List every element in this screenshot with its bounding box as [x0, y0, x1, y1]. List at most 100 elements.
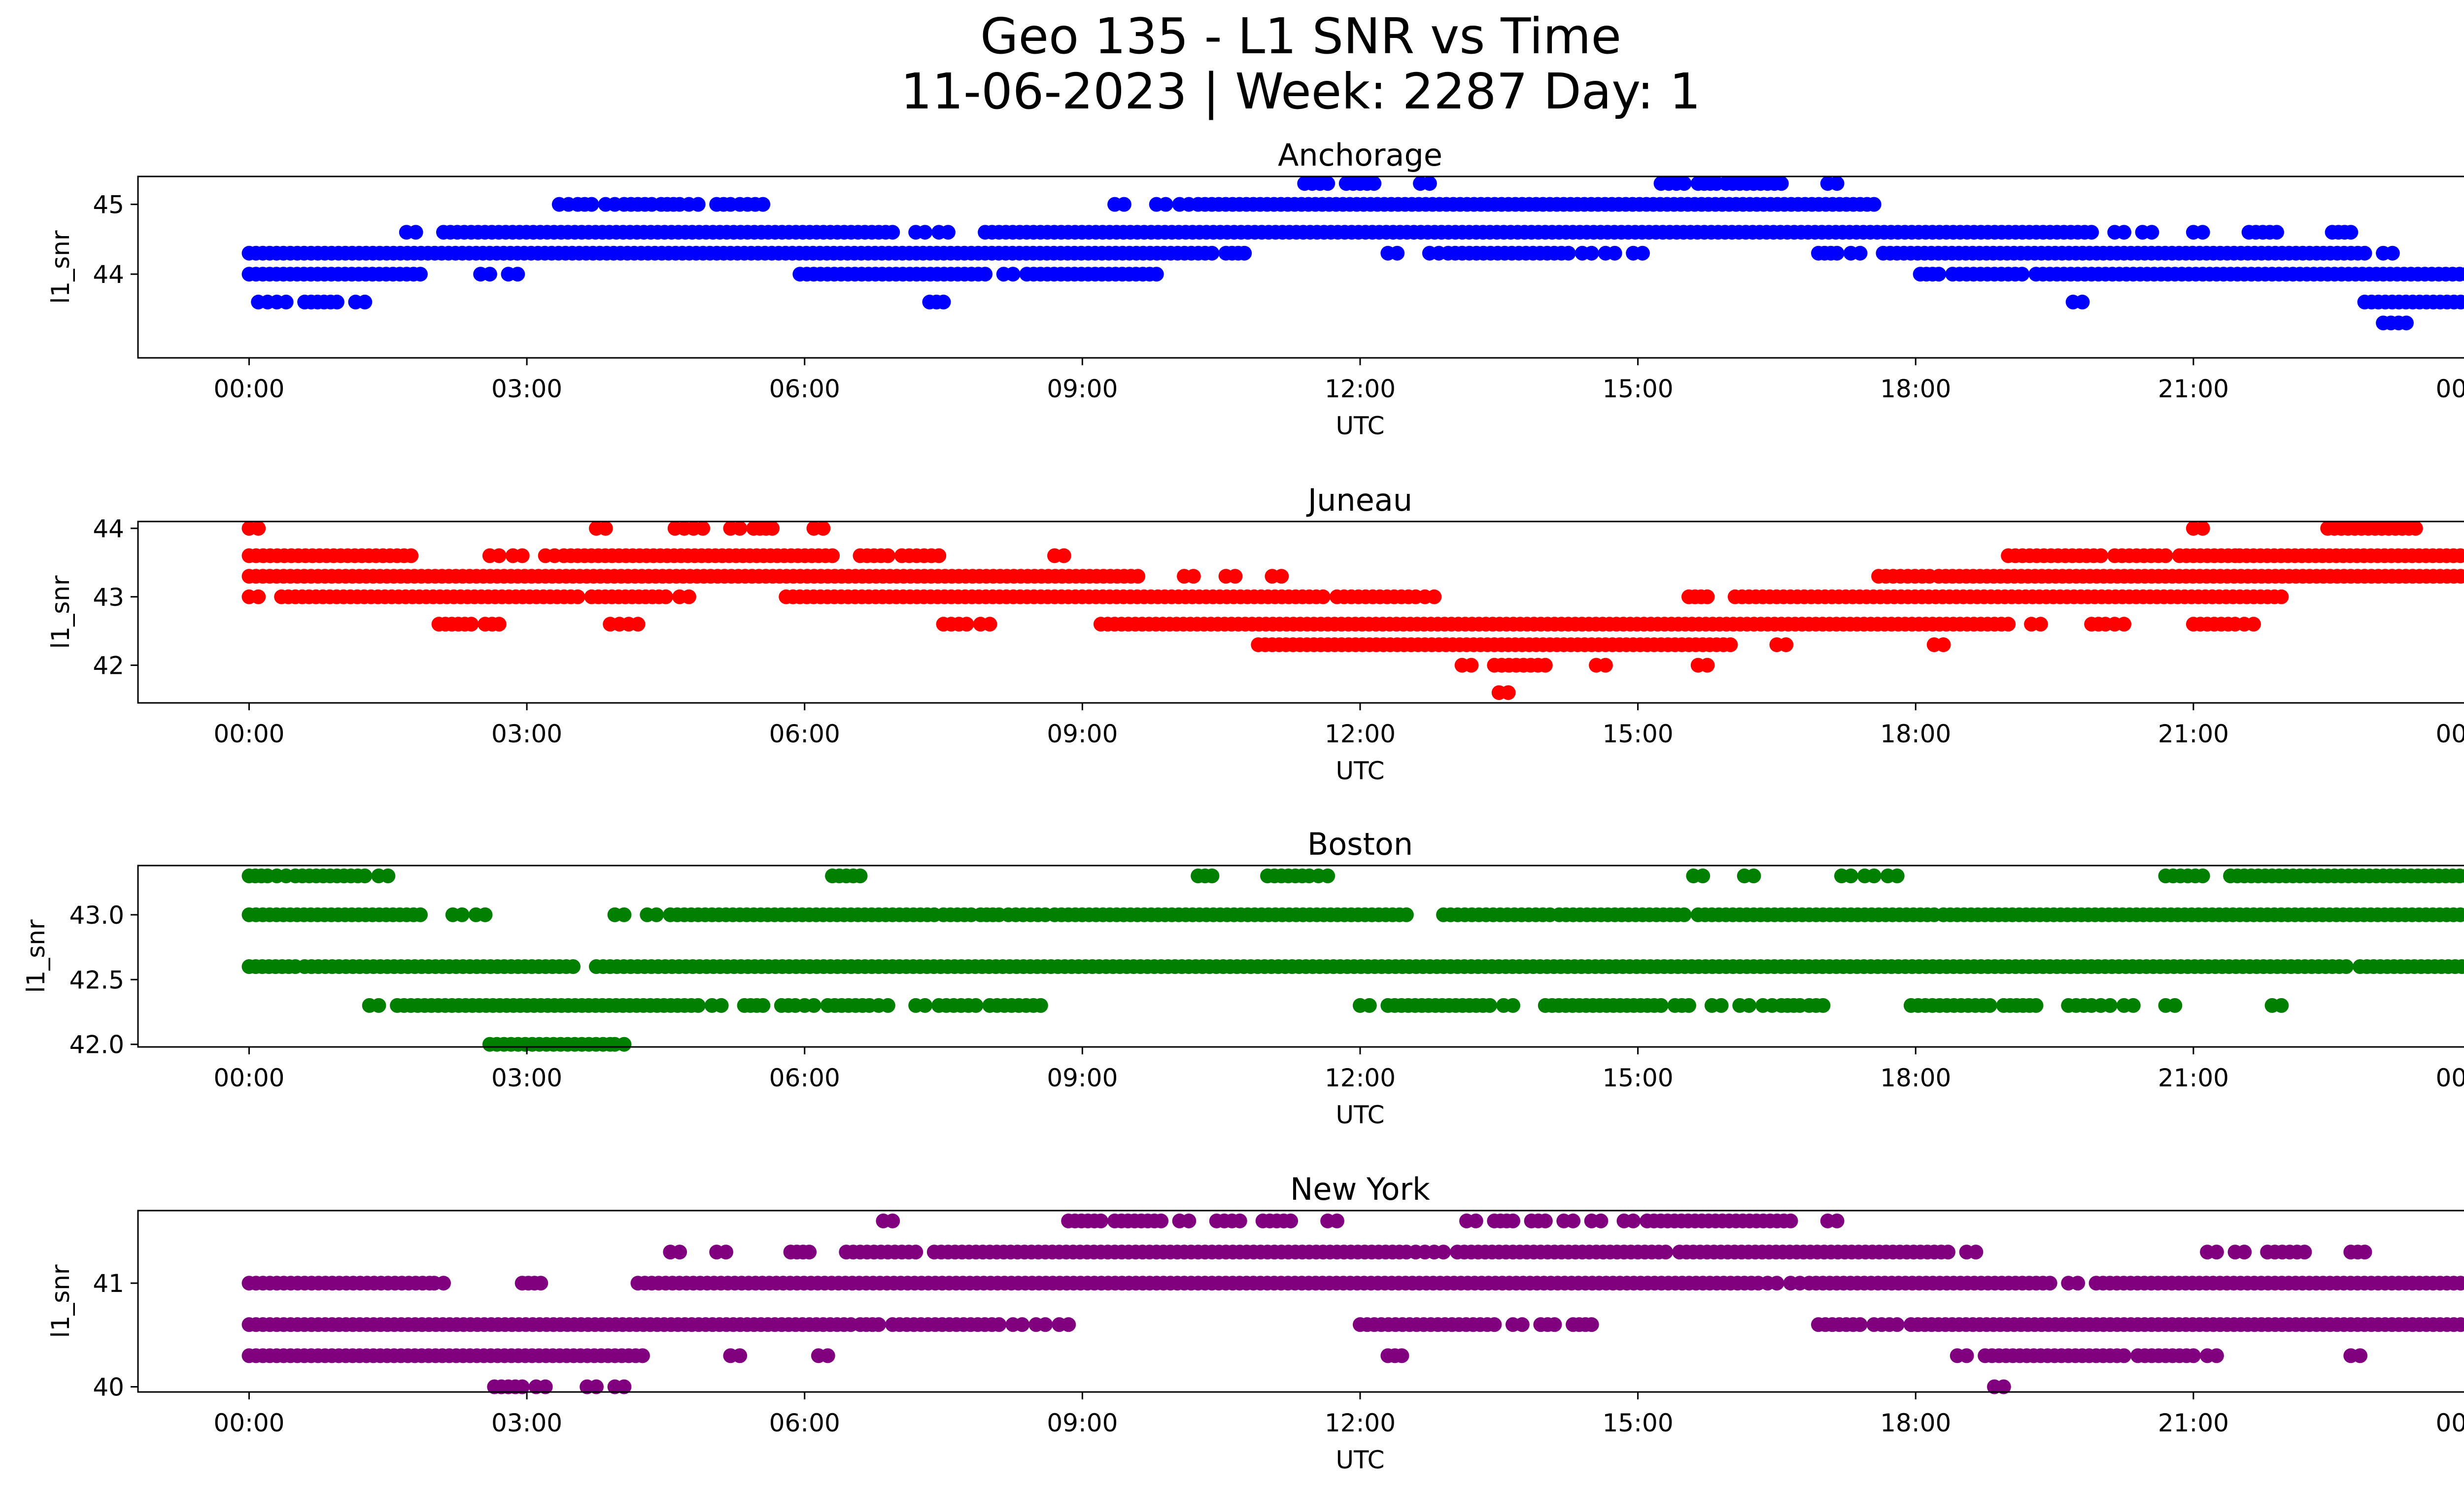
data-point: [1436, 1245, 1451, 1260]
data-point: [2385, 245, 2400, 261]
data-point: [2167, 998, 2183, 1013]
x-tick-label: 03:00: [491, 720, 562, 748]
data-point: [1181, 1214, 1197, 1228]
data-point: [1274, 569, 1289, 584]
data-point: [802, 1245, 817, 1260]
data-point: [978, 267, 993, 282]
data-point: [464, 617, 479, 632]
data-point: [1713, 998, 1729, 1013]
x-tick-label: 00:00: [2435, 1409, 2464, 1437]
panel-title: Boston: [1307, 826, 1413, 862]
data-point: [2246, 617, 2261, 632]
data-point: [1204, 869, 1220, 883]
data-point: [820, 1348, 835, 1363]
data-point: [1677, 176, 1692, 191]
data-point: [690, 998, 706, 1013]
x-tick-label: 09:00: [1047, 375, 1118, 403]
plot-frame: [137, 865, 2464, 1048]
data-point: [1149, 267, 1164, 282]
data-point: [2209, 1245, 2224, 1260]
data-point: [2460, 1276, 2464, 1290]
data-point: [992, 1317, 1007, 1332]
data-point: [765, 521, 780, 536]
data-point: [357, 869, 373, 883]
data-point: [278, 294, 294, 310]
data-point: [2158, 548, 2173, 563]
data-point: [2274, 589, 2289, 604]
data-point: [1598, 658, 1613, 673]
data-point: [1723, 637, 1738, 652]
x-tick-label: 21:00: [2158, 1409, 2229, 1437]
data-point: [695, 521, 711, 536]
data-point: [2274, 998, 2289, 1013]
data-point: [1033, 998, 1048, 1013]
data-point: [514, 548, 530, 563]
data-point: [1746, 869, 1761, 883]
data-point: [635, 1348, 650, 1363]
data-point: [1635, 245, 1650, 261]
data-points: [241, 869, 2464, 1052]
data-point: [908, 1245, 924, 1260]
data-point: [454, 907, 470, 922]
data-point: [1204, 245, 1220, 261]
data-point: [1038, 1317, 1053, 1332]
data-point: [2028, 998, 2044, 1013]
data-point: [1829, 245, 1845, 261]
data-point: [1468, 1214, 1483, 1228]
data-point: [1584, 245, 1599, 261]
data-point: [719, 1245, 733, 1260]
x-axis-label: UTC: [1335, 412, 1384, 440]
data-point: [514, 1379, 530, 1394]
data-point: [1889, 1317, 1905, 1332]
data-point: [1769, 1276, 1784, 1291]
data-point: [732, 1348, 748, 1363]
y-tick-label: 44: [93, 515, 124, 543]
y-axis-label: l1_snr: [46, 1264, 75, 1338]
data-point: [1783, 1214, 1798, 1228]
data-point: [732, 521, 748, 536]
data-point: [2343, 225, 2359, 240]
data-point: [672, 1245, 687, 1260]
data-point: [2186, 1348, 2201, 1363]
data-point: [1538, 658, 1553, 673]
y-tick-label: 42.5: [69, 966, 124, 994]
data-point: [1936, 637, 1951, 652]
data-point: [1464, 658, 1479, 673]
data-point: [2237, 1245, 2252, 1260]
x-tick-label: 03:00: [491, 375, 562, 403]
data-point: [690, 197, 706, 212]
panel-title: Anchorage: [1278, 137, 1442, 173]
figure-title-line-2: 11-06-2023 | Week: 2287 Day: 1: [900, 63, 1701, 120]
data-point: [1866, 869, 1882, 883]
data-point: [2117, 225, 2131, 240]
x-tick-label: 15:00: [1603, 1064, 1674, 1092]
data-point: [2408, 521, 2423, 536]
data-point: [2357, 245, 2372, 261]
data-points: [241, 176, 2464, 331]
x-tick-label: 03:00: [491, 1064, 562, 1092]
x-tick-label: 00:00: [213, 375, 284, 403]
x-tick-label: 21:00: [2158, 375, 2229, 403]
data-point: [2460, 549, 2464, 562]
data-point: [2075, 294, 2090, 310]
data-point: [2399, 315, 2414, 331]
x-tick-label: 12:00: [1325, 720, 1396, 748]
data-point: [1228, 569, 1243, 584]
data-point: [1982, 998, 1997, 1013]
data-point: [598, 521, 613, 536]
data-point: [491, 548, 507, 563]
data-point: [1394, 1348, 1409, 1363]
data-point: [1829, 1214, 1845, 1228]
data-point: [755, 197, 771, 212]
data-point: [371, 998, 386, 1013]
x-tick-label: 18:00: [1880, 375, 1951, 403]
data-point: [968, 998, 984, 1013]
data-point: [2084, 225, 2099, 240]
x-tick-label: 06:00: [769, 1409, 840, 1437]
panel-boston: Boston 00:00 03:00 06:00 09:00 12:00 15:00 18:0…: [22, 826, 2464, 1129]
x-tick-label: 21:00: [2158, 720, 2229, 748]
data-point: [1584, 1317, 1599, 1332]
x-tick-label: 00:00: [2435, 720, 2464, 748]
x-tick-label: 18:00: [1880, 1409, 1951, 1437]
data-point: [2460, 569, 2464, 583]
